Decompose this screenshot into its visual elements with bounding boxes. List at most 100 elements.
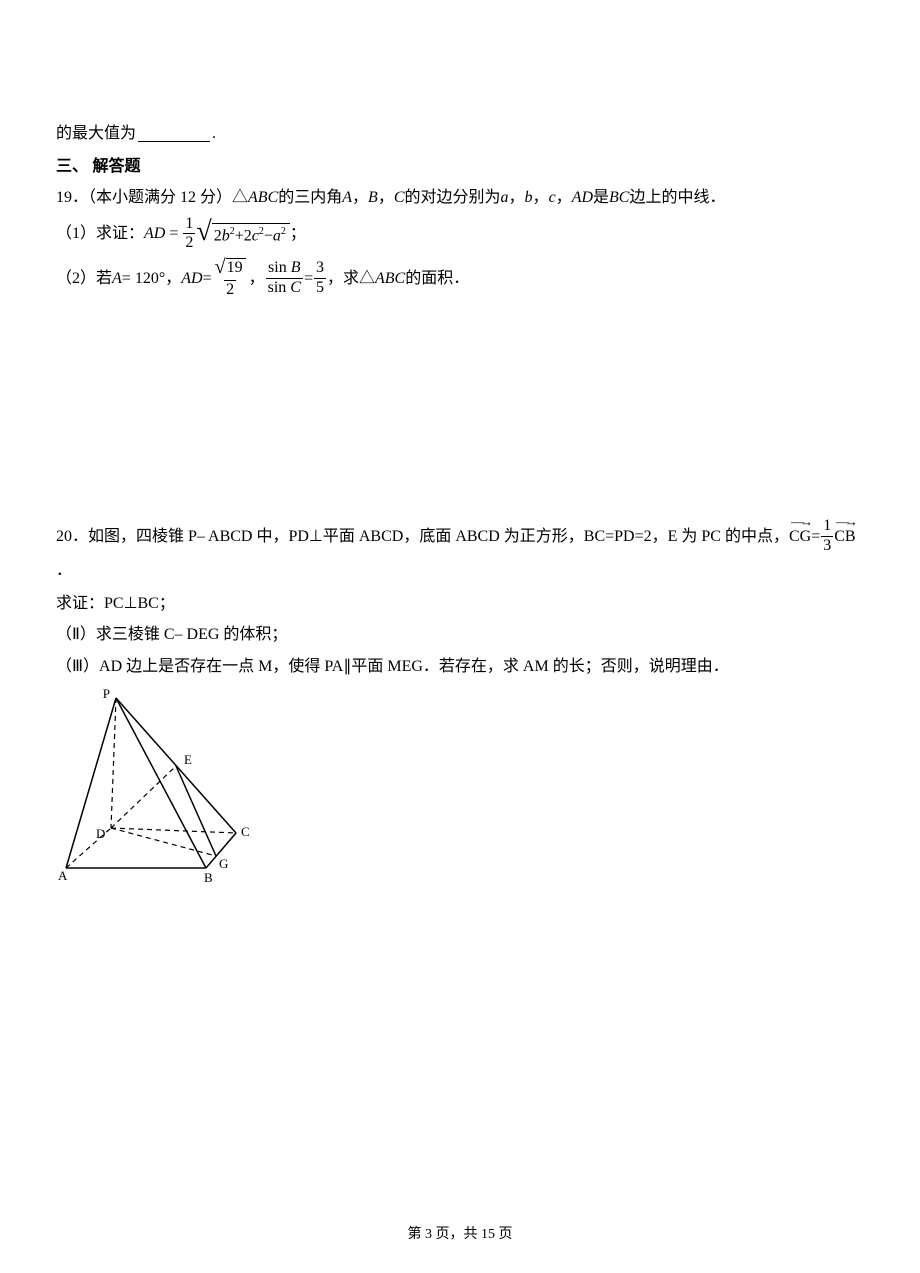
txt-sin-d: sin [268,279,291,296]
footer-total: 15 [481,1227,495,1242]
frac-sqrt19-2: √ 19 2 [213,258,248,298]
comma-1: ， [352,184,368,211]
p19-a: a [501,184,509,211]
sinB-B: B [291,259,301,276]
rad-plus: +2 [235,227,252,244]
num-sinB: sin B [266,260,302,278]
rad-minus: − [264,227,273,244]
arrow-cg: —→ [789,515,811,528]
p19-mid1: 的三内角 [278,184,342,211]
comma-4: ， [533,184,549,211]
p19-part1-label: （1）求证： [56,220,144,247]
den-sinC: sin C [266,278,303,297]
footer-post: 页 [499,1227,513,1242]
p19-eq-lhs: AD [144,220,165,247]
lbl-A: A [58,868,68,883]
p19-comma2: ， [249,265,265,292]
radicand: 2b2+2c2−a2 [212,223,290,246]
p20-stem-a: 20．如图，四棱锥 P– ABCD 中，PD⊥平面 ABCD，底面 ABCD 为… [56,523,789,550]
p19-A: A [342,184,352,211]
p19-eq: = [203,265,212,292]
num-sqrt19: √ 19 [213,258,248,279]
comma-5: ， [556,184,572,211]
p19-tri: ABC [248,184,278,211]
rad-b: b [222,227,230,244]
vec-cb: —→ CB [834,523,855,550]
page-footer: 第 3 页，共 15 页 [0,1223,920,1243]
p19-mid2: 的对边分别为 [405,184,501,211]
vec-eq: = [811,523,820,550]
p19-ADvar: AD [181,265,202,292]
p19-mid4: 是 [593,184,609,211]
den-2b: 2 [224,280,236,299]
txt-sin-n: sin [268,259,291,276]
radicand-19: 19 [226,258,246,277]
frac-1-3: 1 3 [821,518,833,555]
eq-sign: = [165,220,182,247]
p19-Avar: A [112,265,122,292]
num-3: 3 [314,260,326,278]
lbl-D: D [96,826,105,841]
footer-cur: 3 [425,1227,432,1242]
frac-3-5: 3 5 [314,260,326,297]
vec-cg: —→ CG [789,523,811,550]
page-content: 的最大值为 . 三、 解答题 19．（本小题满分 12 分）△ ABC 的三内角… [0,0,920,897]
fill-blank [138,126,210,142]
radical-sign: √ [196,220,211,244]
p19-AD: AD [572,184,593,211]
den-2: 2 [183,233,195,252]
lbl-C: C [241,824,250,839]
p19-stem-pre: 19．（本小题满分 12 分）△ [56,184,248,211]
p19-eq2: = [304,265,313,292]
sinC-C: C [290,279,301,296]
surd-19: √ [215,258,226,276]
den-5: 5 [314,278,326,297]
vec-cb-txt: CB [834,528,855,545]
carryover-suffix: . [212,120,216,147]
footer-pre: 第 [408,1227,426,1242]
lbl-G: G [219,856,228,871]
frac-half: 1 2 [183,216,195,253]
p19-part1: （1）求证： AD = 1 2 √ 2b2+2c2−a2 ； [56,216,864,253]
section-heading: 三、 解答题 [56,153,864,180]
rad-c: c [252,227,259,244]
frac-sinB-sinC: sin B sin C [266,260,303,297]
num-1: 1 [183,216,195,234]
carryover-prefix: 的最大值为 [56,120,136,147]
p19-b: b [525,184,533,211]
arrow-cb: —→ [834,515,855,528]
sqrt-expr: √ 2b2+2c2−a2 [196,222,290,246]
p19-semi: ； [290,220,306,247]
p19-c: c [549,184,556,211]
p20-line-ii: （Ⅱ）求三棱锥 C– DEG 的体积； [56,621,864,648]
p19-angle: = 120°， [122,265,181,292]
a-sq: 2 [281,226,286,237]
pyramid-svg: P E D C G A B [56,688,256,888]
p19-comma3: ，求△ [327,265,375,292]
p19-part2: （2）若 A = 120°， AD = √ 19 2 ， sin B sin C… [56,258,864,298]
p19-part2-label: （2）若 [56,265,112,292]
p20-line-i: 求证：PC⊥BC； [56,590,864,617]
p19-C: C [394,184,405,211]
p19-end: 边上的中线． [629,184,725,211]
p20-line-iii: （Ⅲ）AD 边上是否存在一点 M，使得 PA∥平面 MEG．若存在，求 AM 的… [56,653,864,680]
rad-a: a [273,227,281,244]
rad-2: 2 [214,227,222,244]
p19-stem: 19．（本小题满分 12 分）△ ABC 的三内角 A ， B ， C 的对边分… [56,184,864,211]
geometry-figure: P E D C G A B [56,688,864,897]
lbl-E: E [184,752,192,767]
p19-ABC2: ABC [375,265,405,292]
p19-B: B [368,184,378,211]
comma-3: ， [509,184,525,211]
lbl-P: P [103,688,110,701]
vec-cg-txt: CG [789,528,811,545]
lbl-B: B [204,870,213,885]
comma-2: ， [378,184,394,211]
carryover-line: 的最大值为 . [56,120,864,147]
footer-mid: 页，共 [436,1227,482,1242]
p19-BC: BC [609,184,629,211]
p19-tail: 的面积． [405,265,469,292]
p20-period: ． [56,557,864,584]
den-3v: 3 [821,536,833,555]
num-1v: 1 [821,518,833,536]
